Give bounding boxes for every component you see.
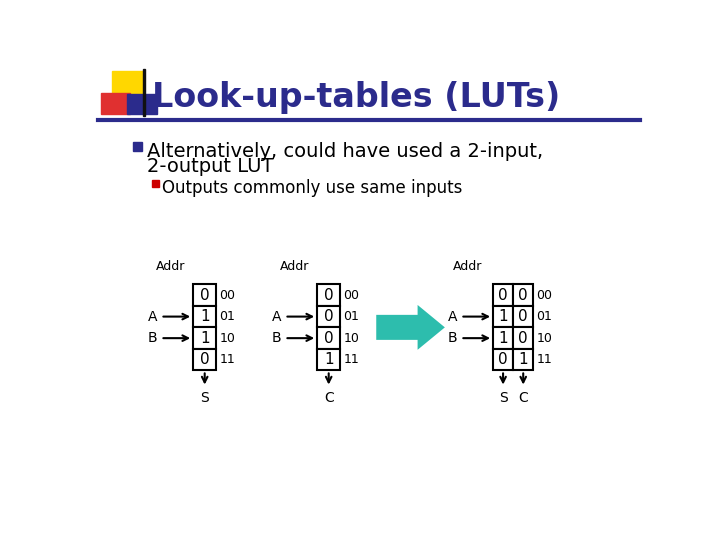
Text: Addr: Addr bbox=[453, 260, 482, 273]
Bar bbox=[193, 327, 216, 349]
Text: 11: 11 bbox=[536, 353, 552, 366]
Text: 1: 1 bbox=[498, 330, 508, 346]
Bar bbox=[493, 349, 513, 370]
Text: Look-up-tables (LUTs): Look-up-tables (LUTs) bbox=[152, 80, 560, 113]
Bar bbox=[152, 180, 159, 187]
Bar bbox=[513, 284, 534, 306]
Text: 01: 01 bbox=[343, 310, 359, 323]
Text: 1: 1 bbox=[200, 330, 210, 346]
Text: B: B bbox=[272, 331, 282, 345]
Text: A: A bbox=[448, 309, 457, 323]
Text: 0: 0 bbox=[498, 352, 508, 367]
Text: C: C bbox=[324, 390, 333, 404]
Bar bbox=[513, 349, 534, 370]
Bar bbox=[193, 306, 216, 327]
Bar bbox=[493, 284, 513, 306]
Text: 10: 10 bbox=[220, 332, 235, 345]
Bar bbox=[493, 327, 513, 349]
Text: A: A bbox=[148, 309, 158, 323]
Text: Addr: Addr bbox=[156, 260, 185, 273]
Text: A: A bbox=[272, 309, 282, 323]
Bar bbox=[127, 94, 157, 114]
Text: 00: 00 bbox=[343, 288, 359, 301]
Text: 1: 1 bbox=[200, 309, 210, 324]
Text: S: S bbox=[200, 390, 209, 404]
Text: Outputs commonly use same inputs: Outputs commonly use same inputs bbox=[162, 179, 462, 197]
Text: B: B bbox=[448, 331, 457, 345]
Text: 01: 01 bbox=[536, 310, 552, 323]
Text: 00: 00 bbox=[536, 288, 552, 301]
Bar bbox=[112, 71, 144, 103]
Text: 1: 1 bbox=[324, 352, 333, 367]
Bar bbox=[317, 327, 341, 349]
Text: 0: 0 bbox=[200, 352, 210, 367]
Text: Alternatively, could have used a 2-input,: Alternatively, could have used a 2-input… bbox=[147, 142, 543, 161]
Text: S: S bbox=[499, 390, 508, 404]
Text: 0: 0 bbox=[518, 330, 528, 346]
Bar bbox=[193, 349, 216, 370]
Bar bbox=[317, 306, 341, 327]
Text: 10: 10 bbox=[536, 332, 552, 345]
Text: 10: 10 bbox=[343, 332, 359, 345]
Bar bbox=[513, 306, 534, 327]
Bar bbox=[193, 284, 216, 306]
Text: 11: 11 bbox=[343, 353, 359, 366]
Bar bbox=[317, 349, 341, 370]
Bar bbox=[317, 284, 341, 306]
Bar bbox=[101, 92, 130, 114]
Text: 0: 0 bbox=[498, 287, 508, 302]
Text: 00: 00 bbox=[220, 288, 235, 301]
Text: 11: 11 bbox=[220, 353, 235, 366]
Bar bbox=[143, 69, 145, 117]
Text: 0: 0 bbox=[324, 287, 333, 302]
Text: 0: 0 bbox=[324, 330, 333, 346]
Text: 01: 01 bbox=[220, 310, 235, 323]
Text: 1: 1 bbox=[498, 309, 508, 324]
Bar bbox=[132, 142, 142, 151]
Text: 1: 1 bbox=[518, 352, 528, 367]
Bar bbox=[493, 306, 513, 327]
Text: 0: 0 bbox=[518, 309, 528, 324]
Text: 0: 0 bbox=[324, 309, 333, 324]
Bar bbox=[513, 327, 534, 349]
Text: 0: 0 bbox=[200, 287, 210, 302]
Text: C: C bbox=[518, 390, 528, 404]
Text: 0: 0 bbox=[518, 287, 528, 302]
Text: B: B bbox=[148, 331, 158, 345]
Text: Addr: Addr bbox=[280, 260, 310, 273]
Text: 2-output LUT: 2-output LUT bbox=[147, 157, 273, 176]
Polygon shape bbox=[375, 303, 446, 352]
